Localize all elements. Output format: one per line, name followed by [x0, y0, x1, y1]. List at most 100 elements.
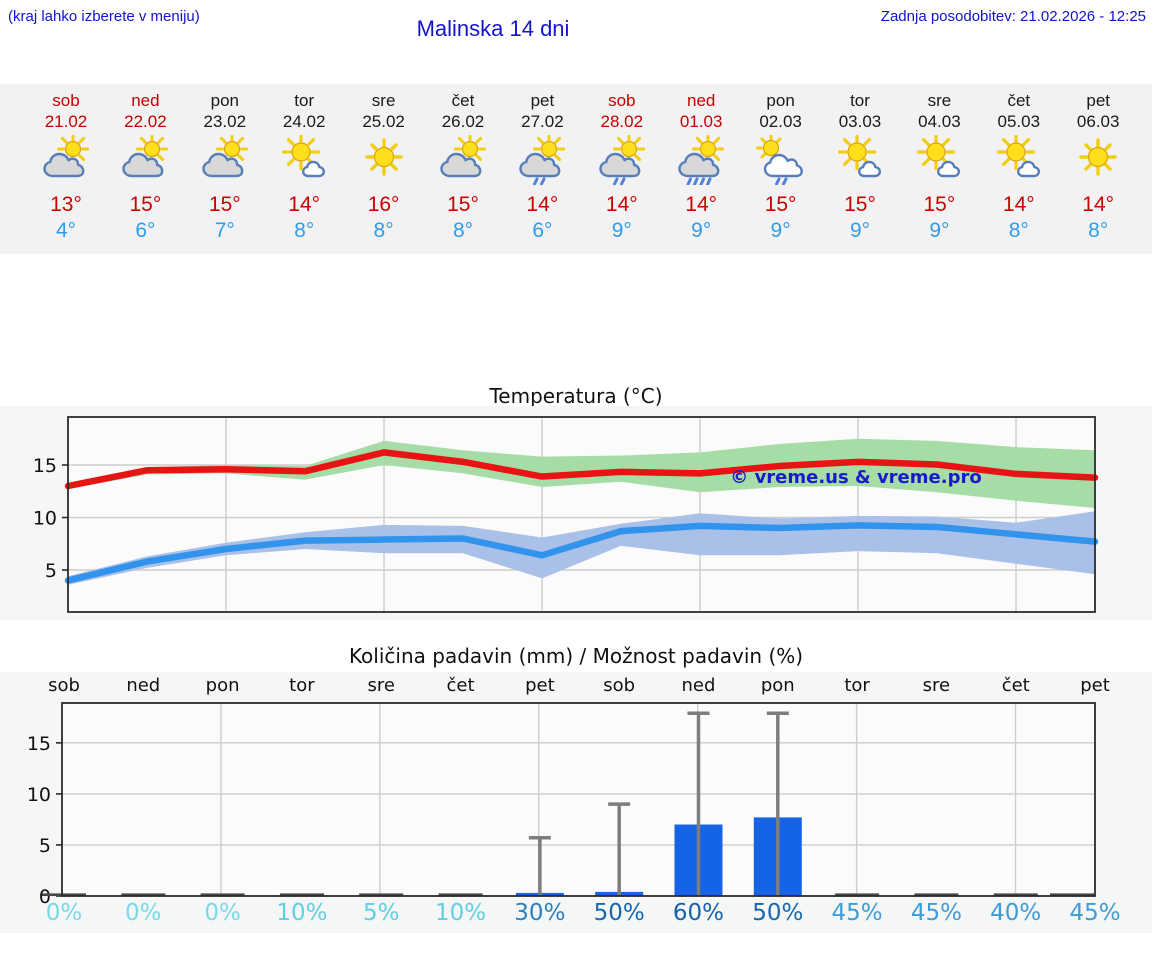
forecast-day: tor 03.03 15° 9° [820, 84, 900, 244]
day-date: 01.03 [679, 112, 723, 131]
min-temp: 9° [611, 219, 632, 242]
weather-icon [676, 135, 726, 185]
day-date: 02.03 [759, 112, 802, 131]
max-temp: 15° [923, 193, 956, 216]
temperature-chart: 5 10 15 © vreme.us & vreme.pro [33, 416, 1099, 613]
max-temp: 14° [288, 193, 321, 216]
svg-text:5: 5 [39, 835, 51, 857]
precip-probability: 50% [752, 900, 804, 926]
day-date: 22.02 [124, 112, 167, 131]
day-name: čet [451, 91, 475, 110]
weather-icon [201, 134, 248, 178]
chart-day-label: ned [681, 675, 716, 696]
chart-day-label: pet [525, 675, 555, 696]
max-temp: 13° [50, 193, 82, 216]
svg-text:10: 10 [33, 508, 57, 530]
min-temp: 8° [294, 219, 315, 242]
forecast-day: čet 05.03 14° 8° [979, 84, 1059, 244]
day-date: 21.02 [44, 112, 88, 131]
precip-probability: 5% [362, 900, 400, 926]
max-temp: 14° [526, 193, 559, 216]
forecast-day: sre 25.02 16° 8° [344, 84, 424, 244]
chart-day-label: čet [446, 675, 475, 696]
day-name: pon [210, 91, 239, 110]
chart-day-label: pet [1080, 675, 1110, 696]
day-name: tor [294, 91, 315, 110]
chart-day-label: sob [48, 675, 80, 696]
chart-day-label: sre [922, 675, 951, 696]
day-name: ned [687, 91, 716, 110]
weather-icon [122, 134, 169, 178]
precip-probability: 0% [125, 900, 162, 926]
max-temp: 14° [1002, 193, 1035, 216]
forecast-day: sob 21.02 13° 4° [26, 84, 106, 244]
weather-icon [996, 134, 1041, 178]
max-temp: 15° [764, 193, 797, 216]
day-name: tor [850, 91, 870, 110]
weather-icon [43, 134, 89, 178]
precip-probability: 60% [672, 900, 725, 926]
forecast-day: pon 23.02 15° 7° [185, 84, 265, 244]
day-name: pet [1086, 91, 1110, 110]
precip-probability: 45% [831, 900, 883, 926]
weather-icon [364, 138, 403, 176]
weather-icon [517, 135, 567, 185]
last-updated-text: Zadnja posodobitev: 21.02.2026 - 12:25 [880, 8, 1146, 25]
day-date: 26.02 [441, 112, 485, 131]
min-temp: 7° [214, 219, 235, 242]
precip-probability: 0% [45, 900, 83, 926]
forecast-day: pet 06.03 14° 8° [1058, 84, 1138, 244]
max-temp: 15° [844, 193, 876, 216]
weather-icon [282, 134, 326, 178]
forecast-day: sre 04.03 15° 9° [899, 84, 979, 244]
forecast-day: pet 27.02 14° 6° [502, 84, 582, 244]
min-temp: 4° [55, 219, 77, 242]
precip-probability: 40% [990, 900, 1042, 926]
min-temp: 8° [373, 219, 394, 242]
precipitation-chart: 051015 [27, 702, 1096, 906]
max-temp: 14° [685, 193, 718, 216]
day-date: 28.02 [600, 112, 644, 131]
chart-day-label: pon [760, 675, 795, 696]
min-temp: 9° [849, 219, 871, 242]
forecast-day: čet 26.02 15° 8° [423, 84, 503, 244]
min-temp: 9° [691, 219, 712, 242]
day-name: pon [766, 91, 795, 110]
day-name: čet [1007, 91, 1031, 110]
day-name: sre [927, 91, 952, 110]
forecast-day: tor 24.02 14° 8° [264, 84, 344, 244]
weather-icon [917, 134, 961, 178]
min-temp: 6° [532, 219, 553, 242]
precip-probability: 45% [1069, 900, 1121, 926]
weather-icon [837, 134, 882, 178]
max-temp: 14° [1082, 193, 1115, 216]
weather-icon [755, 134, 803, 186]
precip-probability: 0% [204, 900, 241, 926]
day-date: 25.02 [362, 112, 405, 131]
precip-probability: 10% [276, 900, 328, 926]
chart-day-label: ned [126, 675, 161, 696]
page-title: Malinska 14 dni [416, 16, 570, 41]
chart-day-label: sob [603, 675, 636, 696]
menu-hint-note: (kraj lahko izberete v meniju) [8, 8, 200, 25]
day-date: 24.02 [282, 112, 326, 131]
day-date: 27.02 [521, 112, 564, 131]
day-date: 05.03 [997, 112, 1041, 131]
precip-probability: 50% [593, 900, 645, 926]
chart-day-label: čet [1001, 675, 1030, 696]
svg-text:10: 10 [27, 784, 51, 806]
min-temp: 9° [770, 219, 791, 242]
precip-probability: 45% [910, 900, 962, 926]
forecast-header-band [0, 84, 1152, 254]
forecast-day: ned 22.02 15° 6° [105, 84, 185, 244]
day-date: 06.03 [1076, 112, 1120, 131]
max-temp: 15° [129, 193, 162, 216]
chart-day-label: sre [367, 675, 395, 696]
forecast-day: pon 02.03 15° 9° [741, 84, 821, 244]
day-name: sre [371, 91, 396, 110]
forecast-day: sob 28.02 14° 9° [582, 84, 662, 244]
min-temp: 9° [929, 219, 950, 242]
forecast-day: ned 01.03 14° 9° [661, 84, 741, 244]
day-date: 04.03 [918, 112, 961, 131]
